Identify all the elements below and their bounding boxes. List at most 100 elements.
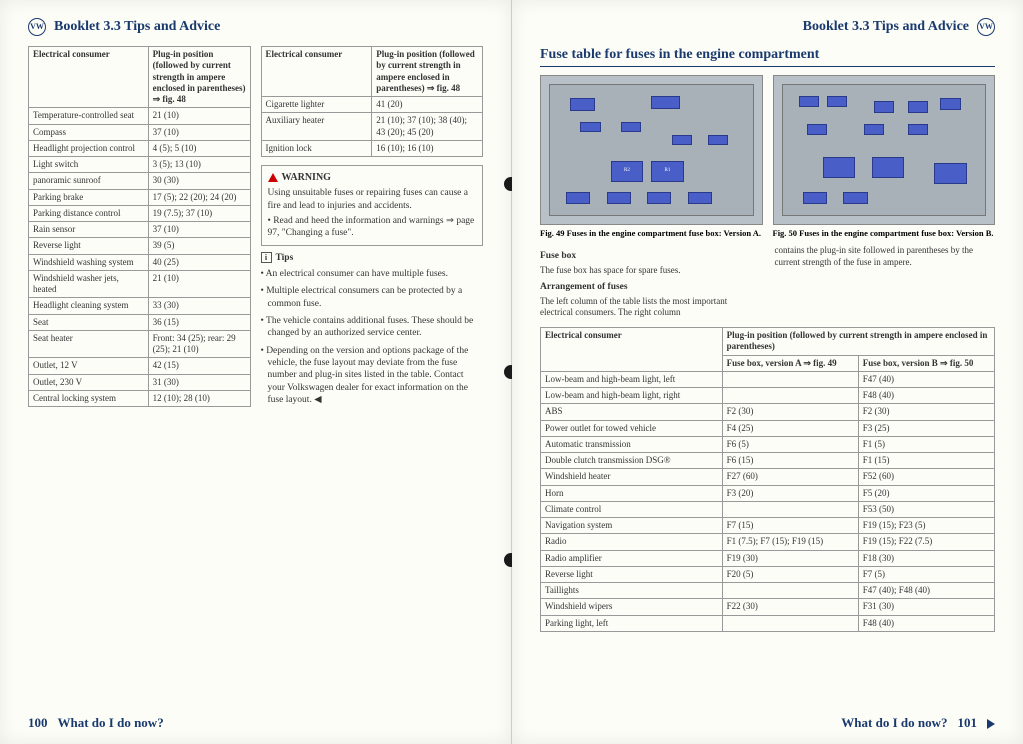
table-cell: Horn [541,485,723,501]
footer-left: 100 What do I do now? [28,715,164,732]
table-cell: 40 (25) [148,254,250,270]
table-cell: Headlight projection control [29,140,149,156]
th-version-a: Fuse box, version A ⇒ fig. 49 [722,355,858,371]
table-cell: Seat heater [29,330,149,358]
fuse-block [823,157,855,178]
table-cell: Temperature-controlled seat [29,108,149,124]
table-cell: Parking distance control [29,205,149,221]
table-row: Double clutch transmission DSG®F6 (15)F1… [541,453,995,469]
table-cell: Parking brake [29,189,149,205]
table-cell: Windshield heater [541,469,723,485]
page-number: 101 [958,715,978,732]
table-cell: F52 (60) [858,469,994,485]
table-cell: F19 (30) [722,550,858,566]
booklet-title: Booklet 3.3 Tips and Advice [54,18,220,36]
table-row: Radio amplifierF19 (30)F18 (30) [541,550,995,566]
table-cell: Double clutch transmission DSG® [541,453,723,469]
table-cell [722,388,858,404]
table-row: Seat heaterFront: 34 (25); rear: 29 (25)… [29,330,251,358]
table-cell: 42 (15) [148,358,250,374]
table-cell: F31 (30) [858,599,994,615]
table-cell: Windshield wipers [541,599,723,615]
table-row: Reverse lightF20 (5)F7 (5) [541,566,995,582]
table-cell: Compass [29,124,149,140]
diagram-a-inner: R2 R1 [549,84,754,216]
fuse-block [566,192,590,204]
fuse-block [651,96,679,109]
table-row: Ignition lock16 (10); 16 (10) [261,140,483,156]
fuse-block [874,101,894,113]
arrangement-heading: Arrangement of fuses [540,281,761,293]
left-column-1: Electrical consumer Plug-in position (fo… [28,46,251,411]
table-cell: F47 (40) [858,371,994,387]
fuse-block: R2 [611,161,643,182]
table-row: ABSF2 (30)F2 (30) [541,404,995,420]
fuse-block [807,124,827,134]
fuse-block [864,124,884,134]
body-text-columns: Fuse box The fuse box has space for spar… [540,245,995,319]
table-cell: Radio amplifier [541,550,723,566]
fuse-block [872,157,904,178]
tips-list: • An electrical consumer can have multip… [261,268,484,406]
table-cell: 37 (10) [148,124,250,140]
tip-item: • The vehicle contains additional fuses.… [261,315,484,340]
table-cell: F48 (40) [858,388,994,404]
table-cell: 4 (5); 5 (10) [148,140,250,156]
table-cell: 37 (10) [148,222,250,238]
fuse-block [580,122,600,132]
table-cell: ABS [541,404,723,420]
footer-text: What do I do now? [58,715,164,732]
fusebox-heading: Fuse box [540,250,761,262]
booklet-title: Booklet 3.3 Tips and Advice [803,18,969,36]
table-cell: Seat [29,314,149,330]
section-title: Fuse table for fuses in the engine compa… [540,46,995,67]
table-cell: 30 (30) [148,173,250,189]
table-cell [722,583,858,599]
body-col-right: contains the plug-in site followed in pa… [775,245,996,319]
table-cell: Navigation system [541,518,723,534]
table-cell: Taillights [541,583,723,599]
table-cell [722,371,858,387]
table-cell: 12 (10); 28 (10) [148,390,250,406]
table-cell: F19 (15); F22 (7.5) [858,534,994,550]
table-row: Outlet, 12 V42 (15) [29,358,251,374]
table-row: Windshield heaterF27 (60)F52 (60) [541,469,995,485]
caption-a: Fig. 49 Fuses in the engine compartment … [540,228,763,239]
table-row: Light switch3 (5); 13 (10) [29,157,251,173]
table-row: Seat36 (15) [29,314,251,330]
tips-heading: i Tips [261,252,484,264]
table-cell: Parking light, left [541,615,723,631]
fuse-block [908,124,928,134]
fuse-block [570,98,594,111]
table-cell: 17 (5); 22 (20); 24 (20) [148,189,250,205]
table-cell: Low-beam and high-beam light, right [541,388,723,404]
table-cell: 19 (7.5); 37 (10) [148,205,250,221]
table-cell: F22 (30) [722,599,858,615]
page-left: VW Booklet 3.3 Tips and Advice Electrica… [0,0,512,744]
table-cell: F2 (30) [722,404,858,420]
table-cell: Power outlet for towed vehicle [541,420,723,436]
fuse-block [607,192,631,204]
th-plugin: Plug-in position (followed by current st… [722,328,994,356]
table-row: Headlight projection control4 (5); 5 (10… [29,140,251,156]
table-cell: F47 (40); F48 (40) [858,583,994,599]
table-row: Compass37 (10) [29,124,251,140]
table-cell: F6 (15) [722,453,858,469]
table-row: Navigation systemF7 (15)F19 (15); F23 (5… [541,518,995,534]
table-cell: F1 (7.5); F7 (15); F19 (15) [722,534,858,550]
fuse-table-left-2: Electrical consumer Plug-in position (fo… [261,46,484,157]
table-row: Windshield washing system40 (25) [29,254,251,270]
fuse-block [688,192,712,204]
fuse-block: R1 [651,161,683,182]
table-cell: Automatic transmission [541,436,723,452]
fuse-block [799,96,819,108]
fuse-block [803,192,827,204]
table-row: Temperature-controlled seat21 (10) [29,108,251,124]
table-cell: F19 (15); F23 (5) [858,518,994,534]
table-cell: F1 (5) [858,436,994,452]
table-cell: F18 (30) [858,550,994,566]
table-row: Windshield wipersF22 (30)F31 (30) [541,599,995,615]
table-cell: F27 (60) [722,469,858,485]
table-cell: 21 (10) [148,108,250,124]
table-cell: panoramic sunroof [29,173,149,189]
